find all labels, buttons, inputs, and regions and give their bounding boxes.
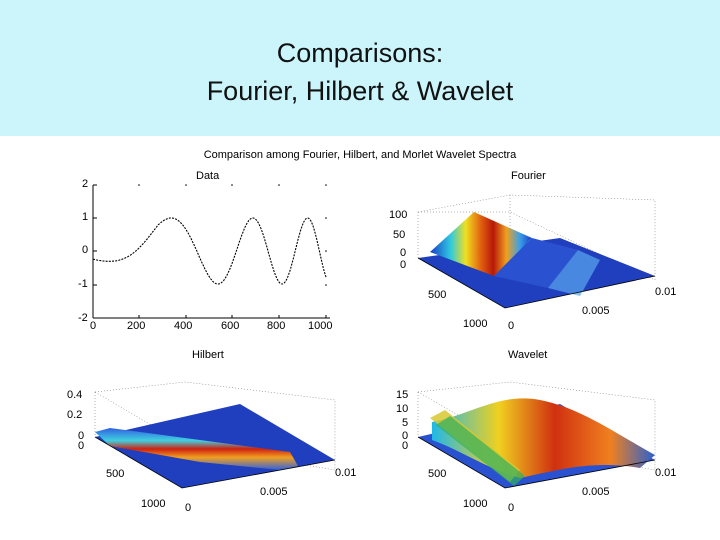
hilbert-left-tick: 0 <box>78 440 85 452</box>
wavelet-left-tick: 500 <box>428 468 447 480</box>
hilbert-surface-plot <box>94 381 336 489</box>
wavelet-right-tick: 0.005 <box>582 486 610 498</box>
hilbert-panel-title: Hilbert <box>192 349 224 361</box>
wavelet-panel-title: Wavelet <box>508 349 548 361</box>
data-y-tick: -1 <box>78 278 88 290</box>
wavelet-z-tick: 5 <box>402 417 409 429</box>
data-x-tick: 0 <box>90 320 97 332</box>
data-x-tick: 600 <box>221 320 240 332</box>
wavelet-z-tick: 0 <box>402 430 409 442</box>
wavelet-z-tick: 10 <box>396 403 409 415</box>
fourier-box-grid <box>417 194 656 281</box>
hilbert-left-tick: 500 <box>106 468 125 480</box>
data-axis-ticks <box>93 184 327 318</box>
data-x-tick: 400 <box>174 320 193 332</box>
data-y-tick: 1 <box>82 211 89 223</box>
fourier-right-tick: 0 <box>508 320 515 332</box>
hilbert-z-tick: 0.4 <box>67 389 83 401</box>
fourier-surface-plot <box>417 194 656 309</box>
fourier-left-tick: 0 <box>400 259 407 271</box>
hilbert-surface-ridge <box>95 428 298 470</box>
slide-title-line-1: Comparisons: <box>276 38 444 68</box>
wavelet-box-grid <box>417 381 656 471</box>
fourier-base-axis <box>417 257 656 309</box>
slide-title-line-2: Fourier, Hilbert & Wavelet <box>206 76 514 106</box>
fourier-left-tick: 500 <box>428 289 447 301</box>
fourier-right-tick: 0.005 <box>582 305 610 317</box>
wavelet-surface-ridge-shade <box>436 416 525 486</box>
fourier-panel-title: Fourier <box>511 170 546 182</box>
hilbert-left-tick: 1000 <box>141 498 166 510</box>
data-panel-title: Data <box>196 170 220 182</box>
data-y-tick: 2 <box>82 178 89 190</box>
figure-title: Comparison among Fourier, Hilbert, and M… <box>203 149 517 161</box>
fourier-z-tick: 100 <box>389 209 408 221</box>
fourier-z-tick: 0 <box>400 247 407 259</box>
hilbert-base-axis <box>94 436 336 489</box>
wavelet-left-tick: 1000 <box>463 498 488 510</box>
data-x-tick: 1000 <box>308 320 333 332</box>
wavelet-right-tick: 0 <box>508 502 515 514</box>
data-x-tick: 800 <box>267 320 286 332</box>
fourier-z-tick: 50 <box>393 229 406 241</box>
data-grid-dots <box>138 184 327 286</box>
hilbert-right-tick: 0.005 <box>260 486 288 498</box>
wavelet-left-tick: 0 <box>402 440 409 452</box>
hilbert-z-tick: 0.2 <box>67 409 83 421</box>
data-x-tick: 200 <box>127 320 146 332</box>
fourier-left-tick: 1000 <box>463 318 488 330</box>
slide-title-band: Comparisons: Fourier, Hilbert & Wavelet <box>0 0 720 136</box>
fourier-surface-ridge <box>430 212 532 276</box>
data-plot <box>92 184 330 319</box>
data-signal-line <box>92 217 327 285</box>
fourier-surface-shoulder <box>494 238 578 288</box>
wavelet-base-axis <box>417 436 656 489</box>
wavelet-right-tick: 0.01 <box>655 467 677 479</box>
hilbert-box-grid <box>94 381 336 471</box>
data-y-tick: 0 <box>82 244 89 256</box>
wavelet-z-tick: 15 <box>396 389 409 401</box>
fourier-surface-edge <box>548 250 600 296</box>
wavelet-surface-plot <box>417 381 656 489</box>
hilbert-right-tick: 0.01 <box>335 467 357 479</box>
data-y-tick: -2 <box>78 312 88 324</box>
hilbert-right-tick: 0 <box>185 502 192 514</box>
hilbert-z-tick: 0 <box>78 430 85 442</box>
fourier-right-tick: 0.01 <box>655 286 677 298</box>
